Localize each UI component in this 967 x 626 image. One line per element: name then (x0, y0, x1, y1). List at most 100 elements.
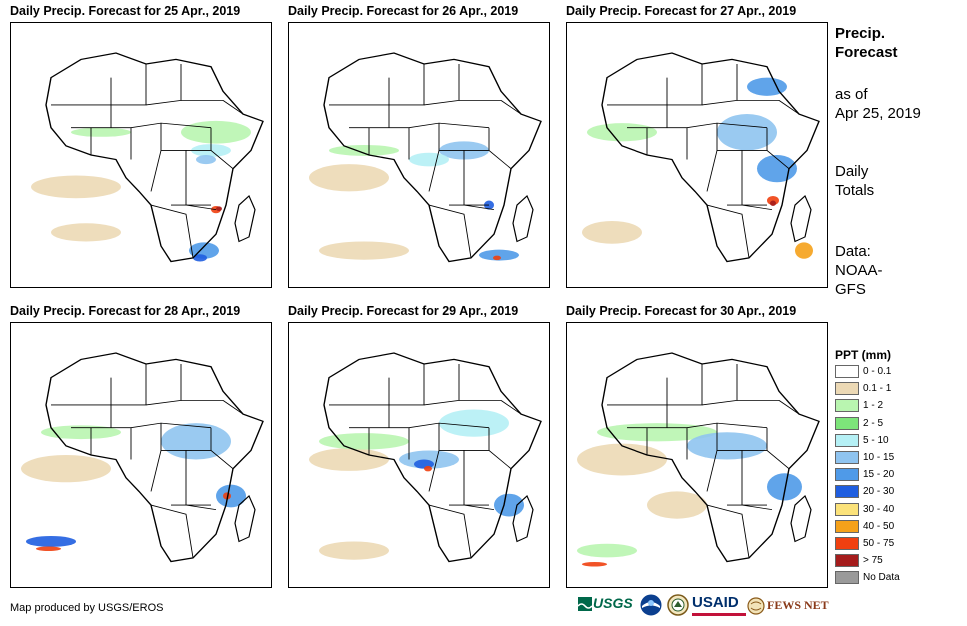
precip-patch (717, 114, 777, 151)
precip-patch (193, 254, 207, 262)
country-border (701, 363, 738, 406)
country-border (349, 422, 490, 429)
legend-label: 40 - 50 (863, 520, 895, 532)
precip-patch (493, 255, 501, 261)
country-border (329, 377, 390, 406)
legend-title: PPT (mm) (835, 348, 892, 362)
madagascar-coastline (234, 494, 256, 543)
legend-swatch (835, 468, 859, 482)
legend-label: > 75 (863, 555, 883, 567)
country-border (428, 504, 472, 558)
noaa-seal-icon (640, 594, 662, 616)
country-border (145, 363, 182, 406)
precip-patch (582, 221, 642, 244)
usaid-logo-text: USAID (692, 594, 739, 611)
usgs-logo: USGS (578, 594, 634, 620)
africa-map-graphic (582, 52, 820, 263)
country-border (706, 504, 750, 558)
legend-swatch (835, 519, 859, 533)
country-border (428, 150, 440, 192)
legend-swatch (835, 502, 859, 516)
precip-patch (439, 409, 509, 437)
legend-swatch (835, 571, 859, 585)
precip-patch (687, 432, 767, 460)
precip-patch (577, 443, 667, 476)
sidebar-data-source: Data: NOAA- GFS (835, 242, 883, 299)
doi-seal-icon (667, 594, 689, 616)
fewsnet-logo: FEWS NET (747, 594, 829, 620)
panel-title: Daily Precip. Forecast for 29 Apr., 2019 (288, 304, 519, 318)
precip-patch (41, 425, 121, 440)
precip-patch (582, 561, 607, 567)
precip-patch (747, 77, 787, 96)
country-border (667, 63, 703, 106)
precip-patch (181, 120, 251, 144)
legend-swatch (835, 537, 859, 550)
usaid-logo: USAID (692, 594, 748, 620)
precip-patch (309, 164, 389, 192)
country-border (706, 450, 718, 492)
africa-map-graphic (309, 52, 542, 263)
country-border (389, 63, 425, 106)
country-border (428, 450, 440, 492)
precip-patch (216, 206, 222, 211)
doi-logo (667, 594, 689, 620)
map-credit: Map produced by USGS/EROS (10, 602, 164, 614)
precip-patch (587, 123, 657, 142)
country-border (150, 204, 194, 258)
sidebar-asof-date: Apr 25, 2019 (835, 105, 921, 122)
sidebar-totals-line: Totals (835, 182, 875, 199)
country-border (423, 363, 460, 406)
precip-patch (424, 465, 432, 472)
legend-swatch (835, 554, 859, 568)
country-border (150, 150, 162, 192)
country-border (423, 63, 460, 106)
precip-map (566, 22, 828, 288)
legend-label: 5 - 10 (863, 434, 889, 446)
country-border (145, 63, 182, 106)
precip-patch (319, 241, 409, 260)
precip-patch (329, 144, 399, 156)
legend-swatch (835, 365, 859, 378)
country-border (463, 450, 495, 511)
legend-label: 15 - 20 (863, 469, 895, 481)
precip-patch (36, 546, 61, 552)
precip-patch (51, 223, 121, 242)
madagascar-coastline (512, 194, 534, 243)
country-border (71, 422, 212, 429)
precip-map (566, 322, 828, 588)
legend-label: 10 - 15 (863, 452, 895, 463)
madagascar-coastline (512, 494, 534, 543)
country-border (428, 204, 472, 258)
country-border (111, 63, 147, 106)
country-border (222, 400, 244, 415)
legend-swatch (835, 485, 859, 499)
country-border (349, 122, 490, 129)
precip-map (288, 22, 550, 288)
country-border (389, 363, 425, 406)
precip-patch (647, 491, 707, 519)
precip-patch (795, 242, 813, 259)
usgs-logo-text: USGS (593, 595, 633, 611)
africa-map-graphic (21, 352, 264, 563)
africa-map-graphic (577, 352, 820, 567)
panel-title: Daily Precip. Forecast for 26 Apr., 2019 (288, 4, 519, 18)
madagascar-coastline (790, 494, 812, 543)
sidebar-heading-line: Forecast (835, 44, 898, 61)
country-border (701, 63, 738, 106)
precip-patch (767, 473, 802, 501)
precip-patch (770, 200, 776, 206)
sidebar-totals: Daily Totals (835, 162, 874, 200)
country-border (607, 77, 668, 106)
legend-swatch (835, 451, 859, 464)
precip-patch (409, 152, 449, 167)
sidebar-data-line: GFS (835, 281, 866, 298)
precip-patch (479, 249, 519, 261)
precip-map (10, 322, 272, 588)
precip-patch (26, 536, 76, 547)
panel-title: Daily Precip. Forecast for 30 Apr., 2019 (566, 304, 797, 318)
legend-swatch (835, 382, 859, 396)
country-border (150, 504, 194, 558)
legend-label: 2 - 5 (863, 417, 884, 429)
country-border (329, 77, 390, 106)
